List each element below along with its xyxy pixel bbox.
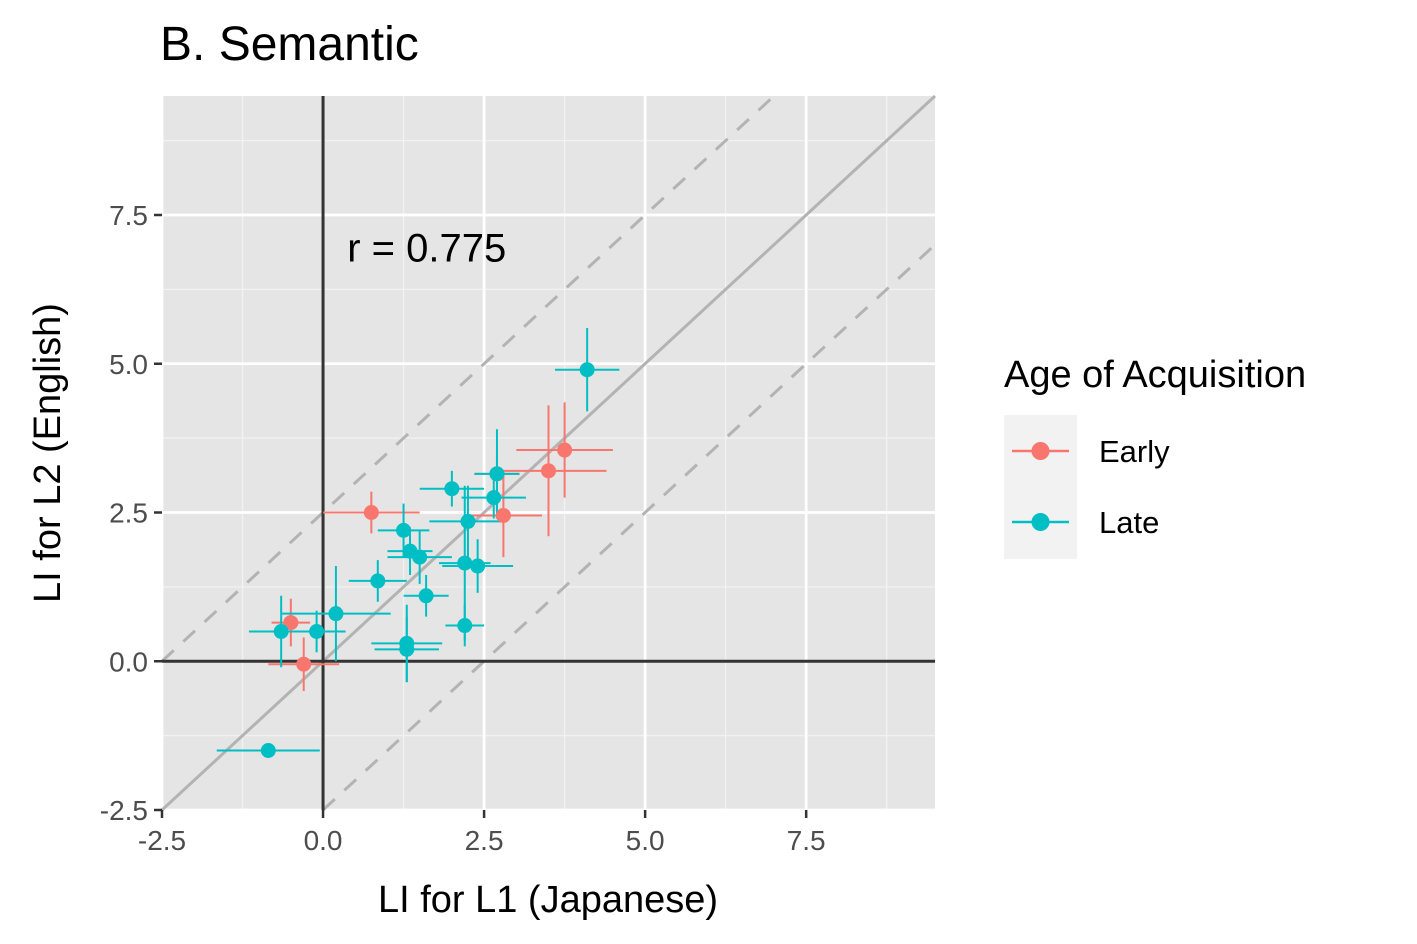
data-point-late xyxy=(457,618,473,634)
data-point-late xyxy=(399,641,415,657)
x-axis-ticks: -2.5 0.0 2.5 5.0 7.5 xyxy=(138,810,826,856)
data-point-late xyxy=(460,513,476,529)
x-tick-label: 7.5 xyxy=(787,825,826,856)
x-tick-label: -2.5 xyxy=(138,825,186,856)
data-point-late xyxy=(489,466,505,482)
data-point-early xyxy=(495,507,511,523)
legend-key-point-late xyxy=(1031,513,1050,531)
data-point-late xyxy=(412,549,428,565)
y-tick-label: 2.5 xyxy=(109,498,148,529)
data-point-early xyxy=(541,463,556,479)
legend-label-early: Early xyxy=(1099,434,1170,469)
legend-key-point-early xyxy=(1031,442,1050,460)
data-point-late xyxy=(579,362,595,378)
data-point-early xyxy=(363,505,379,520)
data-point-late xyxy=(457,555,473,571)
data-point-late xyxy=(486,490,502,506)
legend-key-background xyxy=(1004,415,1077,559)
y-tick-label: -2.5 xyxy=(100,795,148,826)
plot-title: B. Semantic xyxy=(160,18,419,71)
y-axis-ticks: -2.5 0.0 2.5 5.0 7.5 xyxy=(100,200,162,826)
x-tick-label: 0.0 xyxy=(304,825,343,856)
data-point-late xyxy=(309,624,325,639)
data-point-early xyxy=(557,442,573,458)
legend-title: Age of Acquisition xyxy=(1004,354,1306,396)
data-point-late xyxy=(418,588,434,604)
y-tick-label: 7.5 xyxy=(109,200,148,231)
x-axis-title: LI for L1 (Japanese) xyxy=(378,879,718,921)
data-point-early xyxy=(296,656,312,672)
legend-label-late: Late xyxy=(1099,505,1159,540)
data-point-late xyxy=(396,522,412,538)
y-axis-title: LI for L2 (English) xyxy=(27,303,69,603)
data-point-late xyxy=(444,481,460,497)
data-points xyxy=(260,362,595,758)
x-tick-label: 5.0 xyxy=(626,825,665,856)
x-tick-label: 2.5 xyxy=(465,825,504,856)
zero-lines xyxy=(162,96,935,810)
data-point-early xyxy=(283,615,299,631)
data-point-late xyxy=(260,743,276,758)
legend-entries: Early Late xyxy=(1012,434,1170,540)
data-point-late xyxy=(328,606,344,622)
reference-line-dashed xyxy=(322,243,937,812)
data-point-late xyxy=(273,624,289,639)
y-tick-label: 0.0 xyxy=(109,646,148,677)
y-tick-label: 5.0 xyxy=(109,349,148,380)
data-point-late xyxy=(470,558,486,574)
correlation-annotation: r = 0.775 xyxy=(347,227,506,271)
legend: Age of Acquisition Early Late xyxy=(1004,354,1306,559)
data-point-late xyxy=(370,573,386,589)
reference-line-dashed xyxy=(160,94,775,663)
